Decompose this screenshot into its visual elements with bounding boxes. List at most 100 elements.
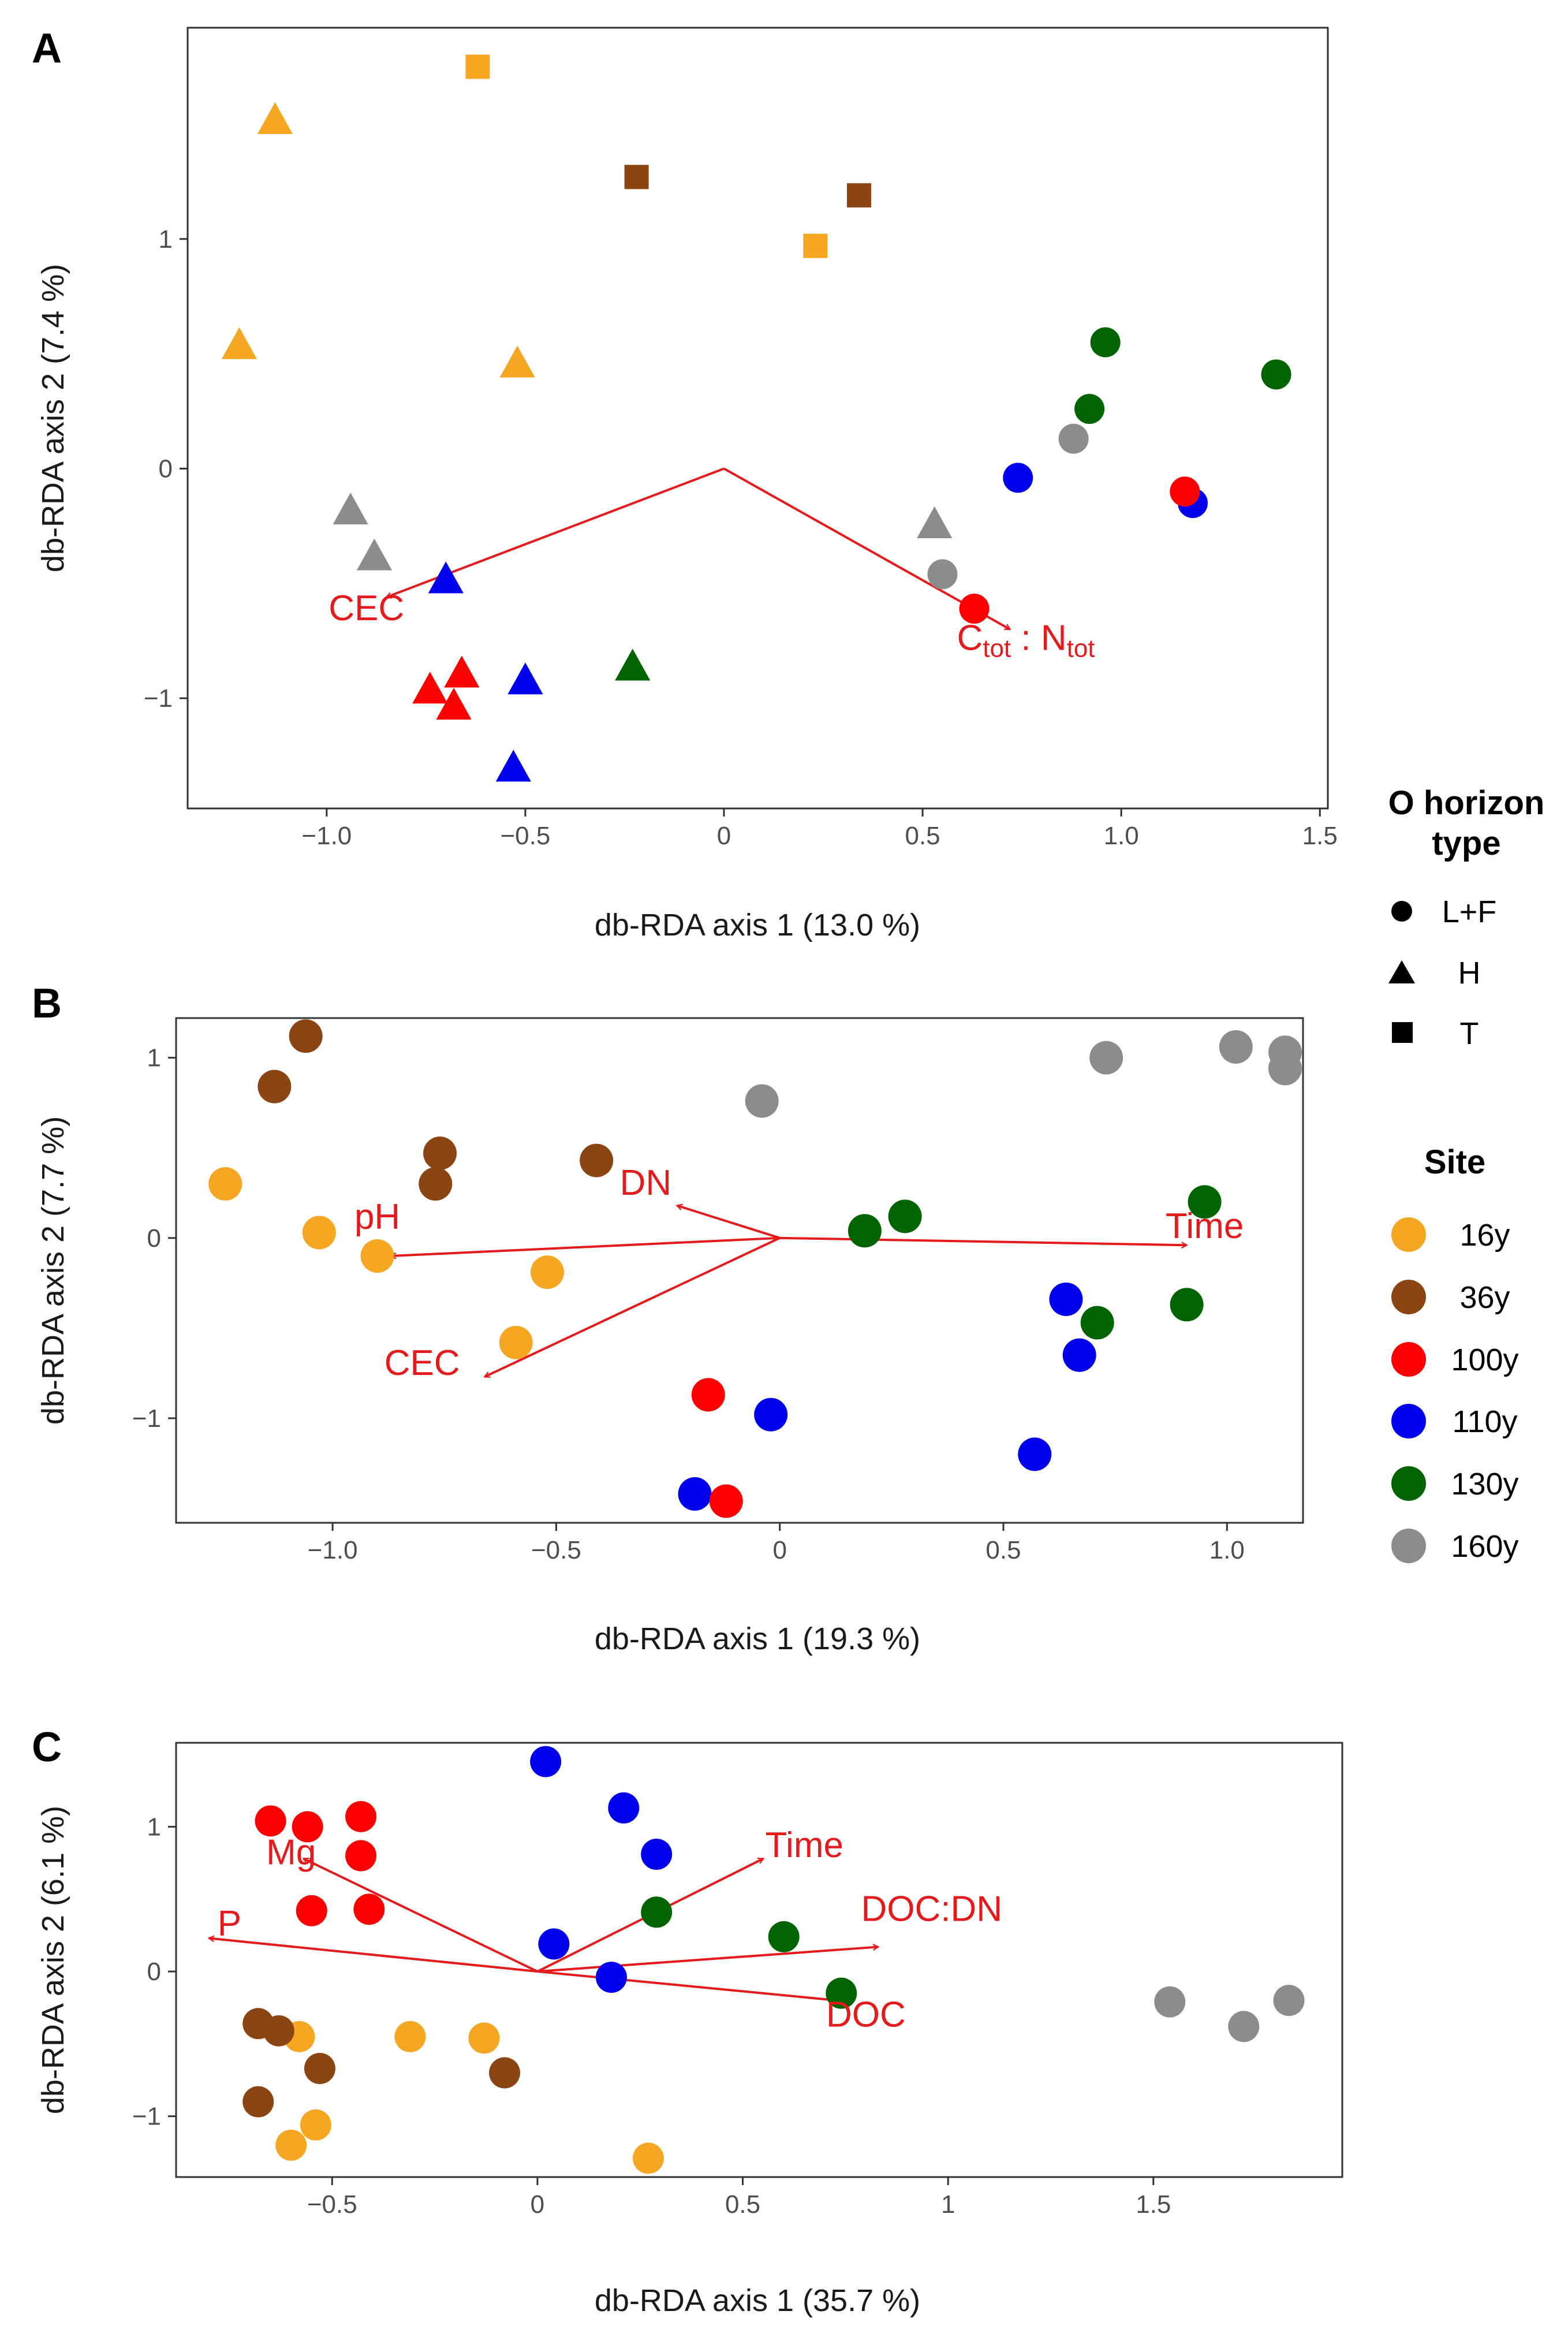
panel-a-x-axis-title: db-RDA axis 1 (13.0 %) [595, 908, 920, 942]
data-point-36y-square [846, 183, 871, 208]
y-tick-label: 0 [147, 1958, 161, 1986]
x-tick-label: 0 [531, 2190, 544, 2219]
data-point-100y-triangle [436, 688, 472, 720]
data-point-130y-circle [641, 1896, 673, 1928]
legend-horizon-label-t: T [1460, 1016, 1479, 1051]
data-point-100y-triangle [412, 672, 448, 704]
data-point-36y-circle [423, 1136, 457, 1171]
legend-swatch-36y [1391, 1280, 1426, 1314]
data-point-110y-circle [538, 1928, 570, 1960]
panel-a-frame [186, 27, 1329, 810]
x-tick-label: 1 [941, 2190, 955, 2219]
panel-a-y-axis-title: db-RDA axis 2 (7.4 %) [36, 264, 70, 572]
data-point-110y-circle [595, 1962, 627, 1993]
x-tick-label: −0.5 [531, 1536, 581, 1564]
data-point-100y-circle [255, 1805, 286, 1837]
data-point-100y-circle [959, 594, 990, 624]
arrow-label: Ctot : Ntot [957, 618, 1095, 663]
x-tick-label: 1.0 [1209, 1536, 1245, 1564]
legend-horizon-title-line1: O horizon [1388, 784, 1545, 822]
data-point-130y-circle [1261, 359, 1291, 390]
panel-b: DN pH CEC Time −1.0 −0.5 0 0.5 1.0 −1 0 1 B db-RDA… [32, 981, 1304, 1656]
data-point-100y-circle [292, 1811, 323, 1843]
x-tick-label: 1.0 [1104, 822, 1139, 850]
data-point-160y-triangle [356, 538, 393, 571]
data-point-16y-circle [275, 2129, 307, 2161]
y-tick-label: 1 [147, 1813, 161, 1841]
y-tick-label: −1 [144, 684, 173, 713]
arrow-label: P [218, 1903, 241, 1943]
data-point-16y-circle [208, 1167, 242, 1201]
data-point-160y-circle [1058, 423, 1089, 454]
data-point-36y-circle [304, 2053, 335, 2084]
biplot-arrow [303, 1857, 538, 1973]
data-point-110y-circle [1003, 463, 1033, 493]
panel-b-x-axis-title: db-RDA axis 1 (19.3 %) [595, 1622, 920, 1656]
panel-b-ticks: −1.0 −0.5 0 0.5 1.0 −1 0 1 [132, 1044, 1245, 1564]
data-point-36y-circle [257, 1069, 292, 1104]
x-tick-label: 0.5 [725, 2190, 760, 2219]
data-point-36y-circle [419, 1167, 453, 1201]
data-point-110y-circle [1018, 1437, 1052, 1471]
x-tick-label: 0 [772, 1536, 786, 1564]
y-tick-label: 1 [147, 1044, 161, 1072]
data-point-130y-circle [768, 1921, 800, 1952]
arrow-label: Time [1166, 1206, 1244, 1246]
data-point-160y-triangle [917, 506, 953, 538]
panel-b-y-axis-title: db-RDA axis 2 (7.7 %) [36, 1116, 70, 1425]
legend-triangle-symbol [1388, 960, 1415, 983]
legend-site-label-130y: 130y [1451, 1467, 1518, 1501]
data-point-130y-circle [1090, 327, 1121, 357]
x-tick-label: 1.5 [1136, 2190, 1171, 2219]
data-point-130y-circle [1188, 1185, 1222, 1219]
panel-b-frame [175, 1017, 1304, 1524]
data-point-130y-circle [826, 1977, 857, 2009]
data-point-130y-circle [1080, 1306, 1114, 1340]
y-tick-label: −1 [132, 2103, 161, 2131]
data-point-160y-triangle [333, 493, 368, 525]
legend-square-symbol [1392, 1022, 1413, 1043]
data-point-160y-circle [1089, 1041, 1123, 1075]
data-point-110y-triangle [507, 662, 543, 695]
biplot-arrow [677, 1206, 781, 1239]
data-point-110y-triangle [495, 750, 531, 782]
x-tick-label: 1.5 [1302, 822, 1338, 850]
biplot-arrow [484, 1237, 781, 1378]
panel-a-label: A [32, 25, 62, 72]
legend-site-label-16y: 16y [1459, 1218, 1510, 1253]
biplot-arrow [391, 1236, 780, 1256]
data-point-110y-circle [530, 1746, 562, 1777]
arrow-label: DOC:DN [861, 1889, 1002, 1929]
data-point-110y-triangle [428, 561, 464, 594]
x-tick-label: −0.5 [307, 2190, 357, 2219]
data-point-16y-circle [300, 2109, 331, 2141]
y-tick-label: −1 [132, 1404, 161, 1433]
legend-swatch-160y [1391, 1529, 1426, 1563]
panel-c-y-axis-title: db-RDA axis 2 (6.1 %) [36, 1806, 70, 2114]
data-point-100y-circle [691, 1378, 725, 1412]
legend-horizon-title-line2: type [1432, 825, 1500, 862]
data-point-36y-circle [489, 2057, 521, 2089]
x-tick-label: −0.5 [500, 822, 550, 850]
panel-b-marks: DN pH CEC Time [208, 1019, 1302, 1518]
data-point-16y-circle [530, 1255, 564, 1289]
legend-swatch-110y [1391, 1404, 1426, 1438]
data-point-130y-circle [888, 1199, 922, 1233]
data-point-110y-circle [754, 1397, 788, 1432]
panel-b-label: B [32, 981, 62, 1027]
data-point-160y-circle [1268, 1052, 1302, 1086]
data-point-110y-circle [1049, 1282, 1083, 1316]
data-point-16y-circle [394, 2021, 426, 2052]
x-tick-label: −1.0 [301, 822, 352, 850]
data-point-16y-circle [302, 1216, 336, 1250]
data-point-16y-square [803, 233, 828, 258]
x-tick-label: 0.5 [905, 822, 940, 850]
data-point-160y-circle [927, 559, 958, 590]
biplot-arrow [537, 1947, 878, 1973]
data-point-100y-triangle [444, 655, 480, 688]
panel-c-ticks: −0.5 0 0.5 1 1.5 −1 0 1 [132, 1813, 1171, 2219]
data-point-160y-circle [1273, 1985, 1305, 2017]
y-tick-label: 0 [159, 454, 173, 483]
